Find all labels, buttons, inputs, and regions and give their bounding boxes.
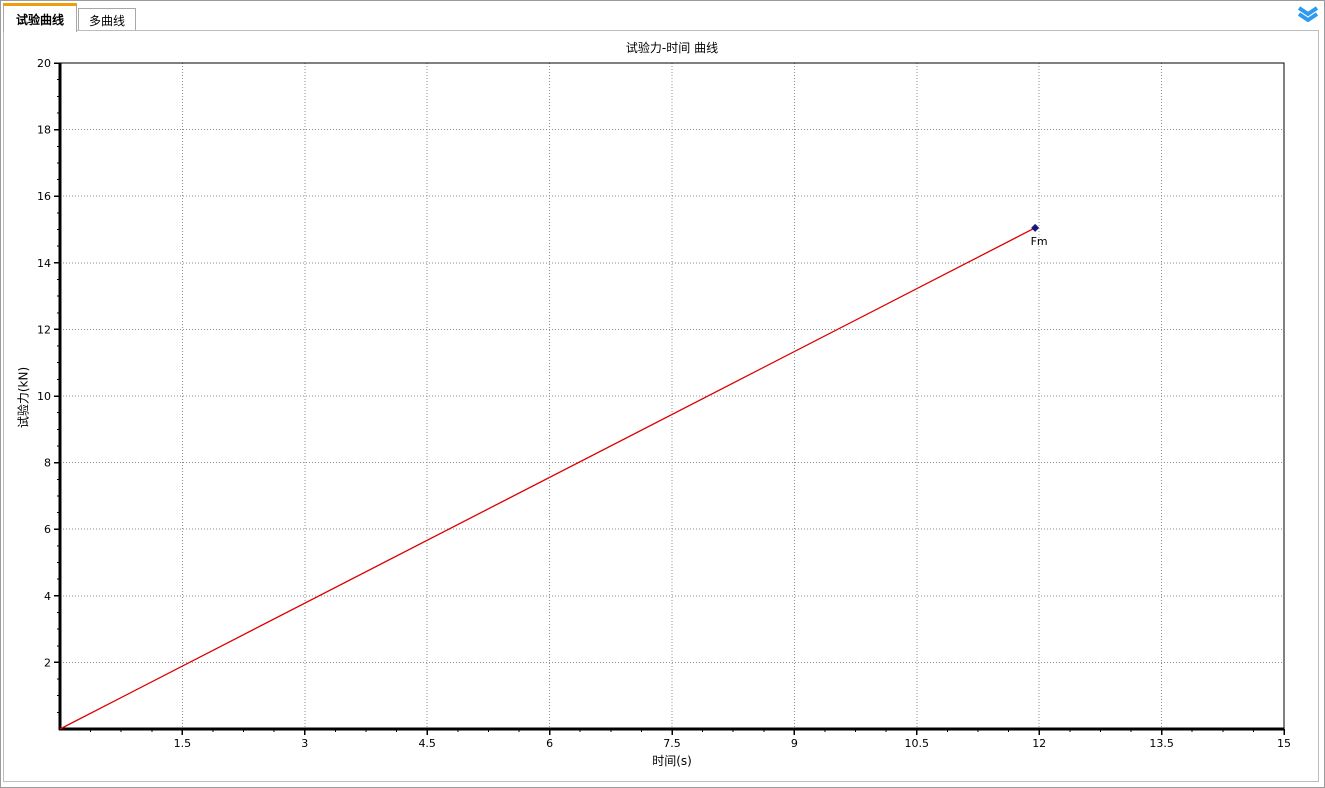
curve-panel: 试验力-时间 曲线 1.5 3 4.5 6 7.5 9 10.5 12 13.5 15 2 4 6 8 10… [3, 30, 1319, 782]
tab-multi-curve-label: 多曲线 [88, 13, 125, 28]
double-chevron-down-icon [1297, 5, 1319, 22]
peak-label: Fm [1031, 235, 1048, 248]
x-axis-label: 时间(s) [652, 754, 692, 768]
x-tick-label: 3 [301, 737, 308, 750]
x-tick-label: 12 [1032, 737, 1046, 750]
y-tick-label: 8 [44, 457, 51, 470]
y-tick-label: 14 [37, 257, 51, 270]
x-tick-label: 7.5 [663, 737, 681, 750]
tab-test-curve-label: 试验曲线 [15, 12, 64, 27]
chart-title: 试验力-时间 曲线 [625, 41, 719, 55]
y-tick-label: 10 [37, 390, 51, 403]
chart-canvas[interactable]: 1.5 3 4.5 6 7.5 9 10.5 12 13.5 15 2 4 6 8 10 12 14 16 18 20… [4, 31, 1318, 781]
x-tick-label: 10.5 [905, 737, 930, 750]
tab-test-curve[interactable]: 试验曲线 [3, 3, 77, 32]
x-tick-label: 15 [1277, 737, 1291, 750]
peak-marker [1031, 223, 1040, 232]
series-line [59, 227, 1036, 730]
y-tick-label: 4 [44, 590, 51, 603]
y-axis-label: 试验力(kN) [16, 366, 31, 429]
x-tick-label: 1.5 [174, 737, 192, 750]
y-tick-label: 12 [37, 323, 51, 336]
tab-multi-curve[interactable]: 多曲线 [78, 8, 136, 31]
y-tick-label: 16 [37, 190, 51, 203]
x-tick-label: 6 [546, 737, 553, 750]
collapse-button[interactable] [1295, 3, 1321, 23]
y-tick-label: 20 [37, 57, 51, 70]
y-tick-label: 18 [37, 124, 51, 137]
y-tick-label: 2 [44, 656, 51, 669]
x-tick-label: 9 [791, 737, 798, 750]
x-tick-label: 13.5 [1149, 737, 1174, 750]
y-tick-label: 6 [44, 523, 51, 536]
x-tick-label: 4.5 [418, 737, 436, 750]
